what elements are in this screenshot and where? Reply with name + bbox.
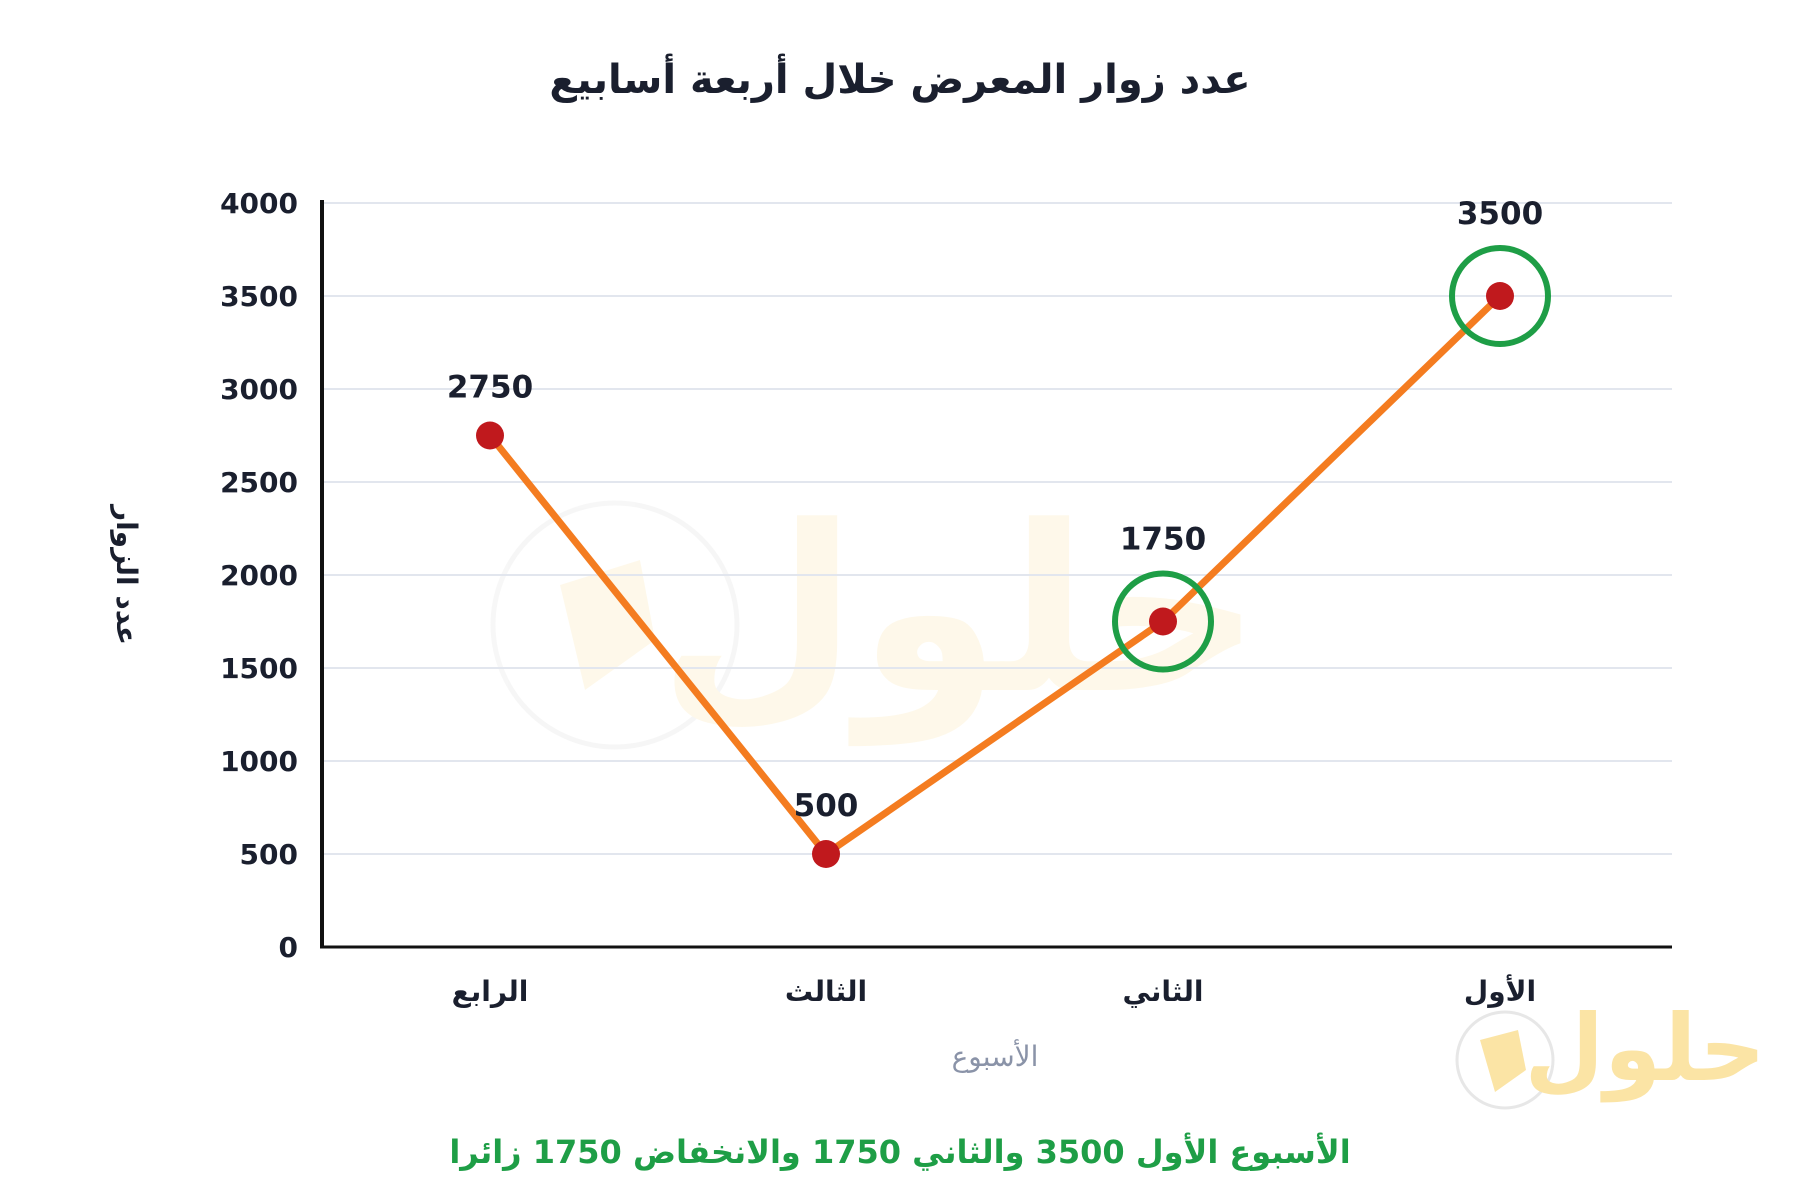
y-tick-label-1500: 1500 <box>220 652 298 685</box>
y-gridlines <box>322 202 1672 855</box>
logo-text: حلول <box>1524 995 1765 1103</box>
data-point-4 <box>1486 282 1514 310</box>
x-category-labels: الرابع الثالث الثاني الأول <box>452 974 1536 1008</box>
highlight-ring-3 <box>1112 570 1214 673</box>
data-point-3 <box>1149 607 1177 636</box>
y-tick-label-2000: 2000 <box>220 559 298 592</box>
caption-text: الأسبوع الأول 3500 والثاني 1750 والانخفا… <box>449 1132 1350 1171</box>
y-tick-label-3000: 3000 <box>220 373 298 406</box>
data-markers <box>476 282 1514 868</box>
data-point-2 <box>812 840 840 868</box>
data-label-4: 3500 <box>1457 196 1543 232</box>
logo-watermark: حلول <box>1455 995 1766 1110</box>
x-category-label-4: الأول <box>1464 974 1536 1008</box>
chart-title: عدد زوار المعرض خلال أربعة أسابيع <box>549 53 1250 103</box>
logo-document-icon <box>1480 1030 1526 1092</box>
y-tick-label-500: 500 <box>240 838 298 871</box>
y-tick-label-2500: 2500 <box>220 466 298 499</box>
data-label-2: 500 <box>794 788 859 824</box>
y-tick-labels: 0 500 1000 1500 2000 2500 3000 3500 4000 <box>220 187 298 964</box>
x-category-label-1: الرابع <box>452 975 529 1008</box>
y-tick-label-1000: 1000 <box>220 745 298 778</box>
x-category-label-3: الثاني <box>1123 975 1204 1008</box>
document-logo-icon <box>560 560 655 690</box>
series-line <box>486 292 1504 858</box>
highlight-ring-4 <box>1449 245 1551 347</box>
watermark-circle-icon <box>490 500 740 750</box>
watermark-large: حلول <box>490 478 1262 750</box>
logo-circle-icon <box>1455 1010 1555 1110</box>
y-tick-label-0: 0 <box>279 931 298 964</box>
y-axis-title: عدد الزوار <box>110 503 143 645</box>
data-labels: 2750 500 1750 3500 <box>447 196 1543 824</box>
x-axis-title: الأسبوع <box>952 1038 1039 1073</box>
highlight-rings <box>1112 245 1551 673</box>
y-tick-label-3500: 3500 <box>220 280 298 313</box>
series-line-group <box>486 292 1504 858</box>
data-point-1 <box>476 421 504 450</box>
x-category-label-2: الثالث <box>785 975 867 1008</box>
data-label-3: 1750 <box>1120 522 1206 558</box>
data-label-1: 2750 <box>447 370 533 406</box>
y-tick-label-4000: 4000 <box>220 187 298 220</box>
